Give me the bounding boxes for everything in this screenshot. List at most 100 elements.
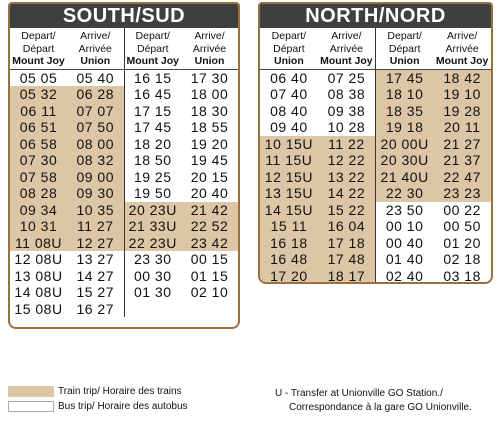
time-cell: 15 08U (14, 300, 63, 317)
table-row: 13 08U 14 27 00 30 01 15 (10, 267, 238, 284)
time-cell: 06 51 (10, 119, 67, 136)
table-row: 07 58 09 00 19 25 20 15 (10, 168, 238, 185)
time-cell: 05 05 (19, 69, 58, 86)
time-cell: 11 08U (10, 234, 67, 251)
table-row: 05 05 05 40 16 15 17 30 (10, 69, 238, 86)
table-row: 08 40 09 38 18 35 19 28 (260, 102, 491, 119)
time-cell: 15 22 (317, 201, 376, 218)
time-cell: 17 20 (260, 267, 318, 282)
time-cell: 17 45 (133, 119, 172, 135)
time-cell: 00 40 (385, 234, 424, 251)
time-cell: 21 37 (433, 152, 491, 169)
time-cell: 20 23U (124, 201, 181, 218)
time-cell: 06 28 (67, 86, 125, 103)
transfer-note: U - Transfer at Unionville GO Station./ … (275, 387, 472, 415)
north-header-row: Depart/Départ Union Arrive/Arrivée Mount J… (260, 28, 491, 70)
time-cell: 09 34 (10, 201, 67, 218)
time-cell: 11 22 (317, 135, 376, 152)
time-cell: 20 11 (433, 119, 491, 136)
time-cell: 18 55 (190, 119, 229, 135)
time-cell: 00 10 (385, 218, 424, 234)
time-cell: 23 50 (385, 201, 424, 218)
time-cell: 16 27 (67, 300, 125, 317)
time-cell: 13 15U (260, 185, 318, 202)
time-cell: 14 08U (14, 284, 63, 300)
time-cell: 10 31 (10, 218, 67, 235)
time-cell: 02 40 (385, 267, 424, 284)
time-cell: 17 30 (190, 69, 229, 86)
time-cell (124, 301, 181, 318)
time-cell: 10 15U (260, 135, 318, 152)
south-col4-header: Arrive/Arrivée Union (181, 28, 238, 70)
time-cell: 01 15 (190, 267, 229, 284)
time-cell: 22 30 (375, 185, 434, 202)
transfer-note-en: U - Transfer at Unionville GO Station./ (275, 388, 443, 399)
table-row: 09 34 10 35 20 23U 21 42 (10, 201, 238, 218)
time-cell: 11 27 (67, 218, 125, 235)
time-cell: 02 10 (190, 284, 229, 300)
time-cell: 01 40 (385, 251, 424, 267)
south-col1-header: Depart/Départ Mount Joy (10, 28, 67, 70)
table-row: 13 15U 14 22 22 30 23 23 (260, 185, 491, 202)
north-col3-header: Depart/Départ Union (375, 28, 434, 70)
time-cell: 08 38 (317, 86, 376, 103)
south-table: Depart/Départ Mount Joy Arrive/Arrivée Uni… (10, 28, 238, 317)
train-swatch (8, 386, 54, 397)
legend-train: Train trip/ Horaire des trains (8, 384, 188, 399)
time-cell: 07 58 (10, 168, 67, 185)
time-cell: 16 18 (260, 234, 318, 251)
time-cell: 12 15U (260, 168, 318, 185)
table-row: 10 15U 11 22 20 00U 21 27 (260, 135, 491, 152)
table-row: 06 58 08 00 18 20 19 20 (10, 135, 238, 152)
time-cell: 08 32 (67, 152, 125, 169)
time-cell: 19 18 (375, 119, 434, 136)
north-table: Depart/Départ Union Arrive/Arrivée Mount J… (260, 28, 491, 284)
table-row: 06 11 07 07 17 15 18 30 (10, 102, 238, 119)
time-cell: 06 40 (270, 69, 308, 86)
time-cell: 13 27 (67, 251, 125, 268)
time-cell: 08 28 (10, 185, 67, 202)
time-cell: 08 00 (67, 135, 125, 152)
table-row: 07 30 08 32 18 50 19 45 (10, 152, 238, 169)
time-cell: 08 40 (270, 102, 308, 119)
south-header-row: Depart/Départ Mount Joy Arrive/Arrivée Uni… (10, 28, 238, 70)
time-cell: 19 25 (133, 168, 172, 185)
time-cell: 11 15U (260, 152, 318, 169)
time-cell: 06 11 (10, 102, 67, 119)
north-title: NORTH/NORD (260, 4, 491, 28)
time-cell: 01 20 (443, 234, 481, 251)
time-cell: 20 40 (190, 185, 229, 201)
table-row: 15 11 16 04 00 10 00 50 (260, 218, 491, 235)
time-cell: 23 23 (433, 185, 491, 202)
table-row: 11 08U 12 27 22 23U 23 42 (10, 234, 238, 251)
time-cell: 19 50 (133, 185, 172, 201)
south-col2-header: Arrive/Arrivée Union (67, 28, 125, 70)
table-row: 06 51 07 50 17 45 18 55 (10, 119, 238, 136)
table-row: 17 20 18 17 02 40 03 18 (260, 267, 491, 284)
north-col4-header: Arrive/Arrivée Mount Joy (433, 28, 491, 70)
time-cell: 07 07 (67, 102, 125, 119)
time-cell: 23 42 (181, 234, 238, 251)
time-cell: 16 48 (260, 251, 318, 268)
transfer-note-fr: Correspondance à la gare GO Unionville. (289, 402, 472, 413)
table-row: 14 08U 15 27 01 30 02 10 (10, 284, 238, 301)
time-cell: 00 50 (443, 218, 481, 234)
table-row: 12 08U 13 27 23 30 00 15 (10, 251, 238, 268)
time-cell: 18 30 (190, 102, 229, 119)
time-cell: 16 15 (133, 69, 172, 86)
time-cell: 13 08U (14, 267, 63, 284)
time-cell: 17 48 (317, 251, 376, 268)
time-cell: 17 18 (317, 234, 376, 251)
time-cell: 07 25 (317, 69, 376, 86)
time-cell: 07 40 (270, 86, 308, 102)
time-cell: 13 22 (317, 168, 376, 185)
table-row: 12 15U 13 22 21 40U 22 47 (260, 168, 491, 185)
time-cell: 18 10 (375, 86, 434, 103)
legend-bus: Bus trip/ Horaire des autobus (8, 399, 188, 414)
south-timetable: SOUTH/SUD Depart/Départ Mount Joy Arrive/… (8, 2, 240, 329)
time-cell: 14 22 (317, 185, 376, 202)
north-col2-header: Arrive/Arrivée Mount Joy (317, 28, 376, 70)
time-cell: 16 45 (133, 86, 172, 102)
time-cell: 18 17 (317, 267, 376, 282)
time-cell: 05 40 (67, 69, 125, 86)
